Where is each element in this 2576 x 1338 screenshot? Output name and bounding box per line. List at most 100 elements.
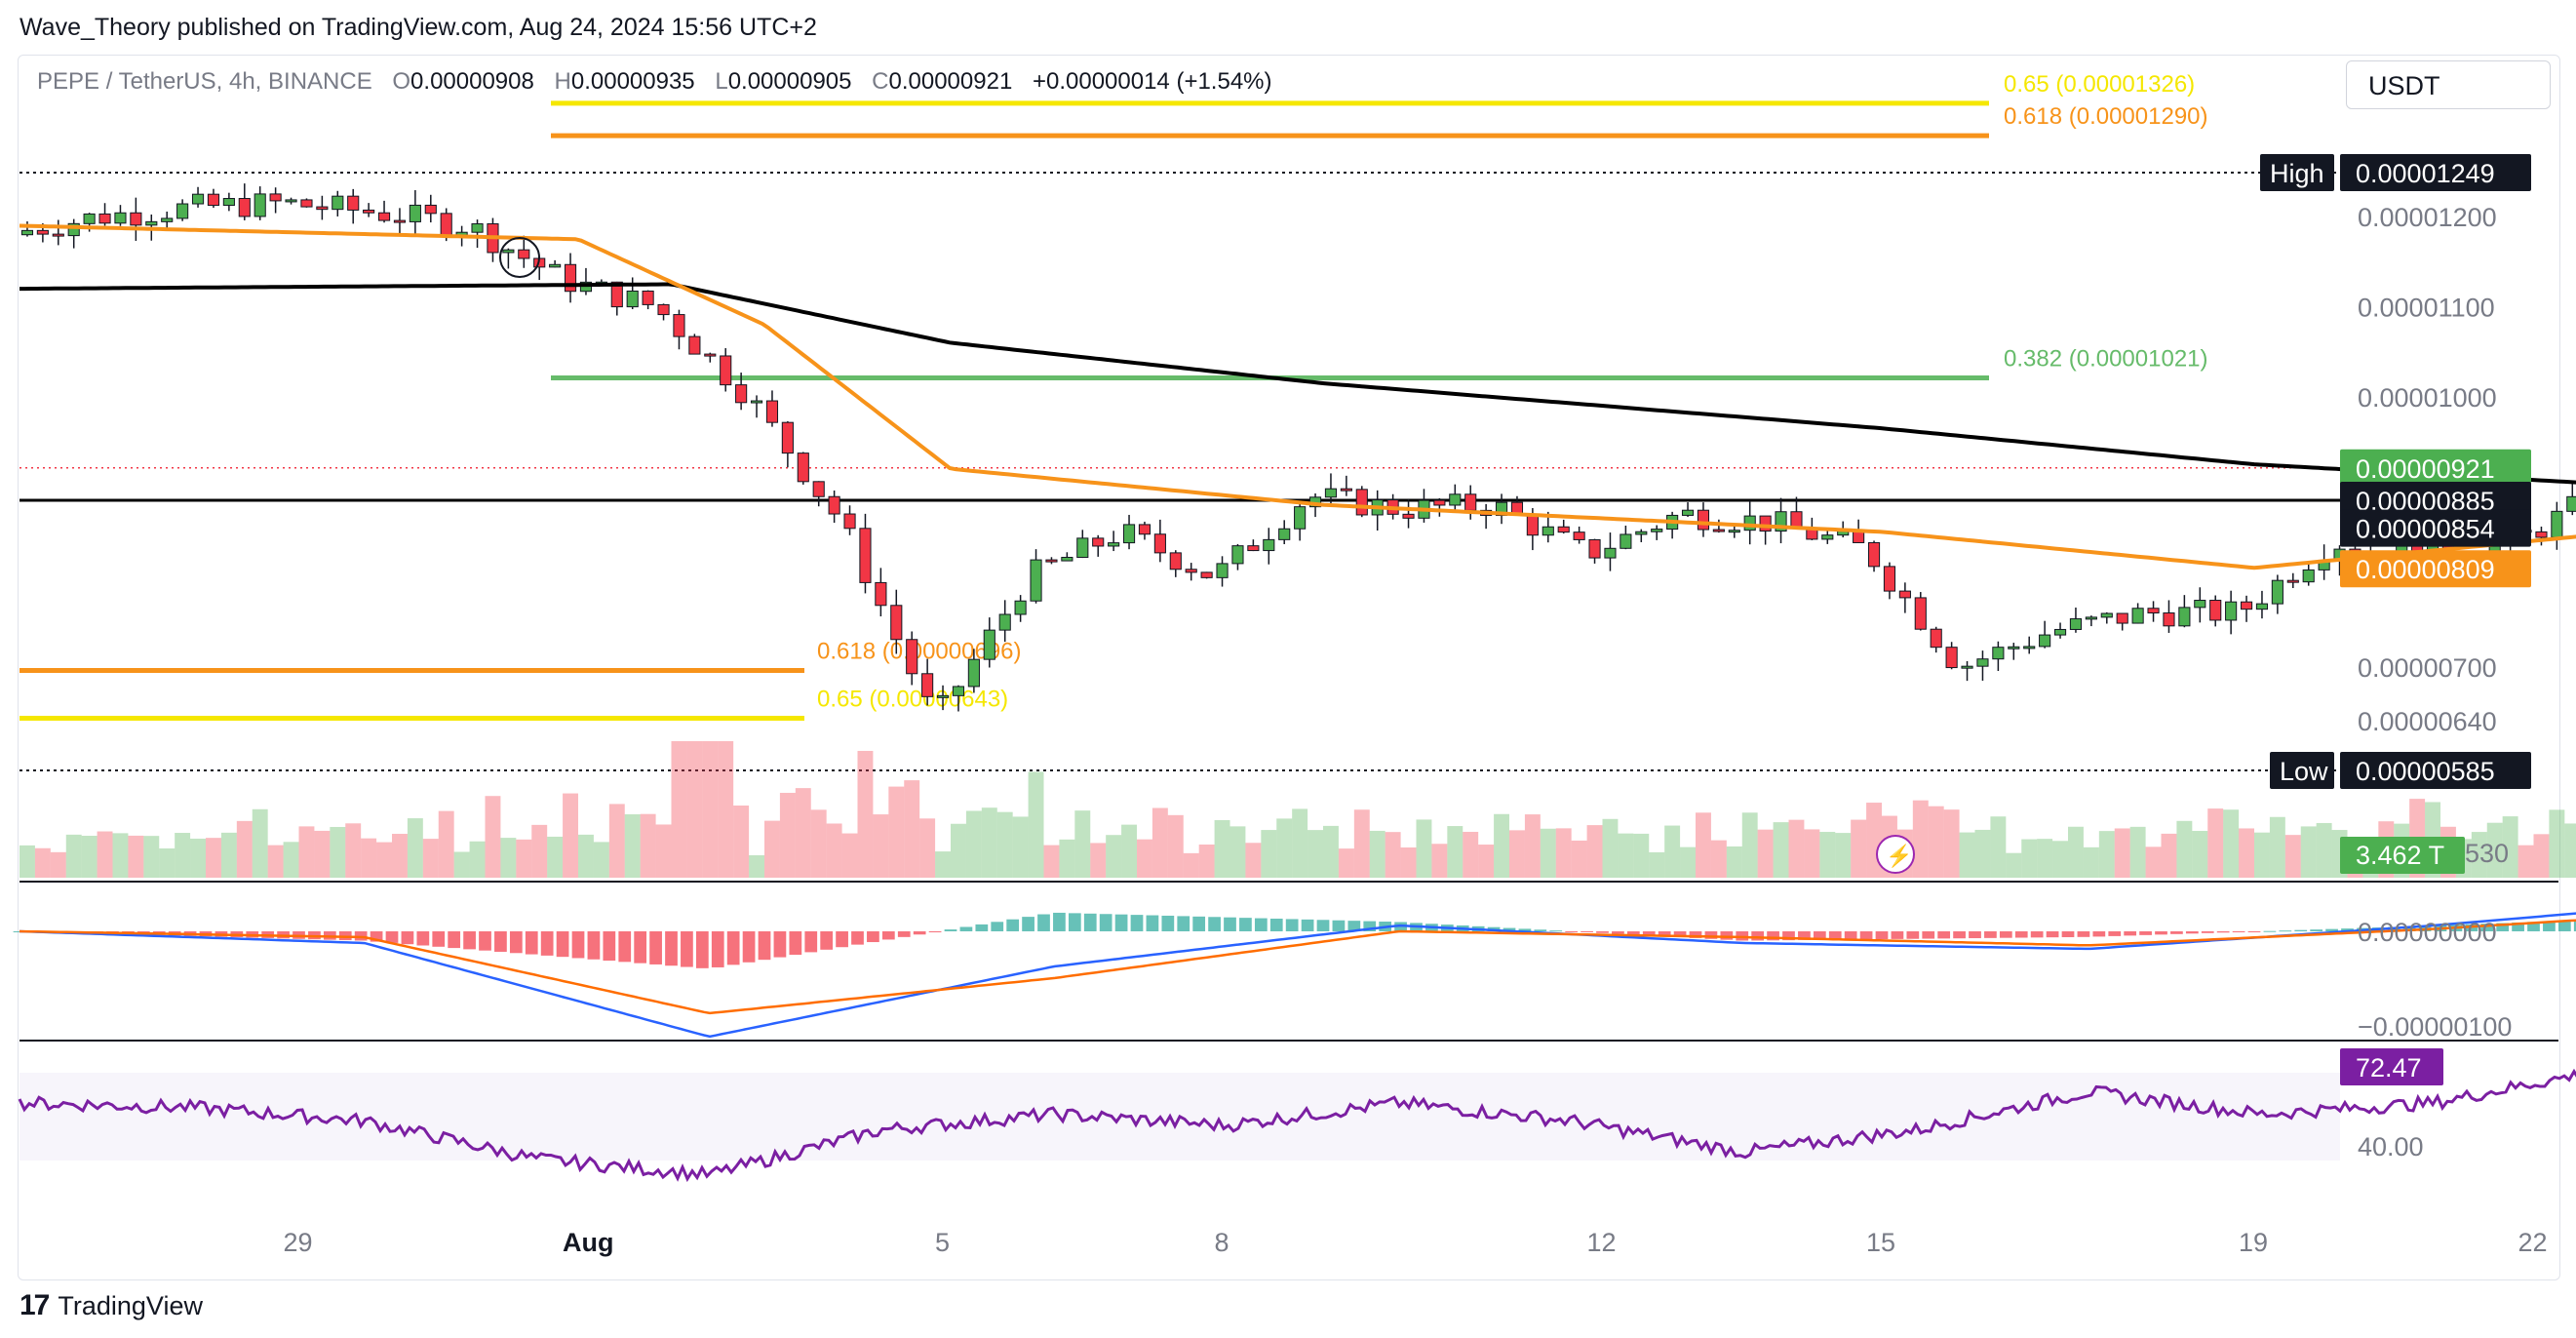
cross-marker	[499, 237, 540, 278]
macd-histogram-bar	[1642, 931, 1656, 936]
volume-bar	[996, 811, 1013, 878]
volume-bar	[1710, 840, 1727, 878]
candle-body	[2116, 612, 2128, 624]
volume-bar	[1555, 828, 1572, 878]
rsi-axis-tick-label: 40.00	[2358, 1132, 2424, 1161]
volume-bar	[485, 796, 501, 878]
volume-bar	[453, 851, 470, 878]
volume-bar	[1167, 814, 1184, 878]
candle-body	[1651, 529, 1663, 532]
macd-histogram-bar	[1999, 931, 2012, 938]
macd-axis-tick-label: 0.00000000	[2358, 918, 2497, 947]
macd-histogram-bar	[711, 931, 724, 967]
candle-body	[1992, 647, 2005, 660]
macd-histogram-bar	[1565, 931, 1579, 932]
volume-bar	[2564, 823, 2576, 878]
candle-body	[890, 605, 903, 641]
price-tag-box	[2340, 509, 2531, 547]
volume-bar	[2068, 826, 2084, 878]
candle-body	[2100, 612, 2113, 618]
candle-body	[2085, 616, 2097, 620]
tradingview-logo[interactable]: 17 TradingView	[20, 1289, 203, 1322]
currency-selector[interactable]: USDT	[2346, 60, 2551, 109]
macd-histogram-bar	[2014, 931, 2028, 938]
candle-body	[2178, 607, 2191, 627]
candle-body	[2008, 646, 2020, 649]
volume-bar	[236, 820, 253, 878]
macd-histogram-bar	[370, 931, 383, 942]
macd-histogram-bar	[1626, 931, 1640, 935]
macd-histogram-bar	[1813, 931, 1826, 940]
volume-bar	[1059, 839, 1075, 878]
macd-histogram-bar	[1518, 928, 1532, 931]
candle-body	[161, 217, 174, 222]
x-axis-tick-label: 5	[935, 1228, 950, 1257]
macd-histogram-bar	[1844, 931, 1857, 940]
volume-bar	[1741, 812, 1758, 878]
candle-body	[222, 198, 235, 207]
rsi-tag-box	[2340, 1048, 2443, 1085]
price-tag-side-label: Low	[2280, 757, 2328, 786]
macd-histogram-bar	[1006, 919, 1020, 931]
macd-histogram-bar	[851, 931, 864, 945]
macd-histogram-bar	[695, 931, 709, 968]
candle-body	[1263, 538, 1275, 552]
candle-body	[1092, 537, 1105, 547]
fib-label: 0.65 (0.00001326)	[2004, 71, 2195, 98]
macd-histogram-bar	[2341, 928, 2354, 931]
volume-bar	[1618, 833, 1634, 878]
candle-body	[2240, 601, 2253, 610]
candle-body	[377, 212, 391, 221]
close-value: 0.00000921	[888, 68, 1013, 95]
volume-bar	[1928, 806, 1944, 878]
volume-bar	[1990, 816, 2007, 878]
volume-bar	[2254, 832, 2270, 878]
volume-bar	[857, 750, 874, 878]
candle-body	[1883, 566, 1896, 592]
macd-axis-tick-label: −0.00000100	[2358, 1012, 2512, 1042]
macd-histogram-bar	[1363, 921, 1377, 931]
volume-bar	[330, 826, 346, 878]
volume-tag-box	[2340, 837, 2465, 874]
price-axis-tick-label: 0.00000700	[2358, 653, 2497, 683]
macd-histogram-bar	[1984, 931, 1997, 938]
volume-bar	[655, 824, 672, 878]
volume-bar	[1866, 803, 1882, 878]
ema-200-line	[20, 282, 2576, 485]
candle-body	[1930, 628, 1942, 649]
candle-body	[688, 335, 701, 355]
candle-body	[191, 193, 205, 205]
publisher-line: Wave_Theory published on TradingView.com…	[20, 14, 817, 41]
macd-histogram-bar	[2108, 931, 2122, 936]
macd-signal-line	[19, 919, 2576, 1015]
chart-frame	[18, 55, 2560, 1280]
price-tag-side-box	[2260, 154, 2334, 191]
macd-histogram-bar	[2030, 931, 2044, 938]
volume-bar	[904, 780, 920, 878]
macd-histogram-bar	[1581, 931, 1593, 932]
volume-bar	[2176, 820, 2193, 878]
volume-bar	[1137, 839, 1152, 878]
candle-body	[393, 219, 407, 223]
volume-bar	[873, 814, 889, 878]
volume-bar	[65, 834, 82, 878]
price-tag-value: 0.00000921	[2356, 454, 2495, 484]
volume-bar	[1773, 822, 1789, 878]
volume-bar	[624, 814, 641, 878]
macd-histogram-bar	[571, 931, 585, 959]
bolt-icon	[1876, 835, 1915, 874]
volume-bar	[438, 810, 454, 878]
macd-histogram-bar	[773, 931, 787, 958]
macd-histogram-bar	[2170, 931, 2183, 934]
volume-bar	[1369, 830, 1386, 878]
macd-histogram-bar	[820, 931, 834, 950]
candle-body	[1278, 528, 1291, 540]
candle-body	[145, 220, 158, 226]
candle-body	[363, 209, 375, 214]
candle-body	[2069, 618, 2083, 630]
volume-bar	[500, 838, 517, 878]
macd-histogram-bar	[385, 931, 399, 943]
macd-histogram-bar	[1658, 931, 1671, 937]
candle-body	[983, 629, 995, 660]
